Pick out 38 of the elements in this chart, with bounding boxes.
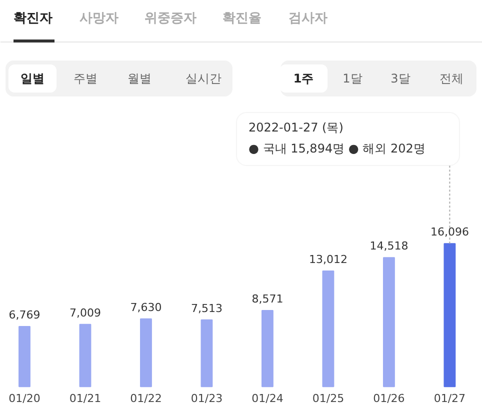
data-label: 6,769	[8, 308, 40, 322]
bar	[200, 319, 213, 388]
text: 확진율	[222, 11, 262, 26]
data-label: 14,518	[370, 240, 408, 253]
x-tick-label: 01/27	[434, 392, 466, 406]
bar	[444, 243, 456, 388]
x-tick-label: 01/26	[373, 392, 405, 406]
x-tick-label: 01/22	[130, 392, 162, 406]
text: 실시간	[186, 72, 222, 86]
text: 3달	[390, 72, 410, 86]
bar	[18, 326, 30, 388]
bar	[262, 310, 274, 388]
bar	[382, 257, 395, 388]
text: 월별	[128, 72, 152, 86]
x-tick-label: 01/20	[8, 392, 40, 406]
text: 1달	[342, 72, 362, 86]
data-label: 16,096	[430, 226, 469, 239]
text: 검사자	[288, 11, 328, 26]
data-label: 7,513	[190, 302, 222, 315]
text: 사망자	[80, 11, 118, 26]
x-tick-label: 01/25	[312, 392, 344, 406]
text: 확진자	[14, 11, 52, 26]
bar	[79, 324, 92, 388]
data-label: 13,012	[308, 253, 348, 266]
data-label: 8,571	[252, 292, 284, 306]
text: 1주	[293, 72, 314, 86]
bar	[322, 270, 334, 388]
text: 2022-01-27 (목) ● 국내 15,894명 ● 해외 202명	[248, 120, 426, 156]
text: 주별	[74, 72, 98, 86]
text: 전체	[440, 72, 464, 86]
x-tick-label: 01/21	[69, 392, 102, 406]
data-label: 7,009	[69, 306, 101, 320]
x-tick-label: 01/23	[190, 392, 223, 406]
text: 일별	[20, 72, 44, 86]
x-tick-label: 01/24	[252, 392, 284, 406]
text: 위중증자	[144, 11, 196, 26]
data-label: 7,630	[130, 300, 162, 314]
bar	[140, 318, 152, 388]
